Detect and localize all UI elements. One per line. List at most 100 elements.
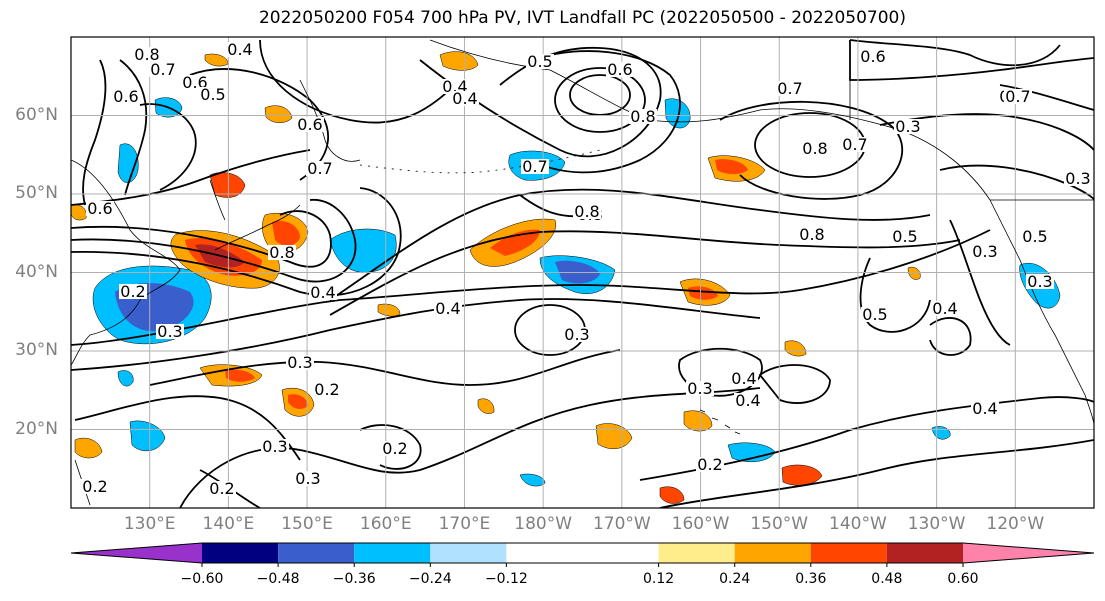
contour-line xyxy=(949,219,1011,346)
contour-line xyxy=(71,149,311,206)
contour-label: 0.6 xyxy=(87,199,112,218)
contour-label-bg xyxy=(573,204,601,219)
contour-line xyxy=(859,257,931,333)
contour-line xyxy=(419,46,662,158)
asia-coastline xyxy=(71,159,181,366)
contour-line xyxy=(849,40,1094,81)
contour-label-bg xyxy=(696,457,724,472)
contour-line xyxy=(82,59,107,206)
negative-anomaly-region xyxy=(117,143,139,183)
contour-label-bg xyxy=(801,141,829,156)
contour-label: 0.5 xyxy=(1022,227,1047,246)
contour-line xyxy=(71,199,357,283)
contour-label-bg xyxy=(309,285,337,300)
contour-label: 0.3 xyxy=(1027,272,1052,291)
contour-label-bg xyxy=(181,75,209,90)
latitude-label: 60°N xyxy=(15,104,58,125)
contour-label-bg xyxy=(434,301,462,316)
contour-label: 0.3 xyxy=(564,325,589,344)
contour-label: 0.7 xyxy=(522,157,547,176)
contour-label-bg xyxy=(294,471,322,486)
colorbar-tick-label: 0.12 xyxy=(643,571,675,587)
longitude-label: 160°W xyxy=(671,514,730,534)
positive-anomaly-region xyxy=(71,204,87,221)
colorbar-extend-low xyxy=(71,543,202,563)
map-title: 2022050200 F054 700 hPa PV, IVT Landfall… xyxy=(258,8,906,28)
colorbar-tick-label: −0.12 xyxy=(484,571,528,587)
contour-label: 0.3 xyxy=(295,469,320,488)
positive-anomaly-region xyxy=(659,486,685,504)
contour-line xyxy=(929,317,972,356)
colorbar-extend-high xyxy=(963,543,1094,563)
kamchatka-coastline xyxy=(299,79,361,162)
contour-label-bg xyxy=(798,227,826,242)
positive-anomaly-region xyxy=(264,105,293,123)
contour-label: 0.5 xyxy=(200,85,225,104)
contour-label: 0.6 xyxy=(860,47,885,66)
contour-label: 0.5 xyxy=(527,52,552,71)
aleutian-islands xyxy=(359,149,601,174)
positive-anomaly-region xyxy=(74,437,103,459)
colorbar-bin xyxy=(734,543,811,563)
contour-label-bg xyxy=(1004,89,1032,104)
contour-label-bg xyxy=(776,81,804,96)
colorbar-bin xyxy=(810,543,887,563)
contour-label-bg xyxy=(313,382,341,397)
contour-label-bg xyxy=(381,441,409,456)
contour-label: 0.7 xyxy=(777,79,802,98)
contour-label: 0.3 xyxy=(687,379,712,398)
colorbar-bin xyxy=(278,543,355,563)
contour-labels: 0.80.70.60.60.40.50.60.70.80.60.40.50.70… xyxy=(81,40,1092,498)
positive-anomaly-region xyxy=(907,266,921,280)
contour-label-bg xyxy=(119,284,147,299)
contour-label: 0.4 xyxy=(972,399,997,418)
contour-line xyxy=(879,113,1094,151)
longitude-label: 170°W xyxy=(592,514,651,534)
colorbar-tick-label: −0.60 xyxy=(180,571,224,587)
contour-label-bg xyxy=(841,137,869,152)
contour-label-bg xyxy=(971,244,999,259)
contour-label-bg xyxy=(208,481,236,496)
contour-line xyxy=(139,103,197,191)
contour-label-bg xyxy=(891,229,919,244)
contour-label-bg xyxy=(686,381,714,396)
contour-label-bg xyxy=(286,355,314,370)
contour-label: 0.2 xyxy=(382,439,407,458)
contour-label-bg xyxy=(861,307,889,322)
positive-anomaly-region xyxy=(477,398,495,414)
contour-label: 0.5 xyxy=(892,227,917,246)
contour-label: 0.2 xyxy=(82,477,107,496)
positive-anomaly-region xyxy=(377,303,401,317)
longitude-label: 170°E xyxy=(438,514,491,534)
contour-label: 0.7 xyxy=(1005,87,1030,106)
longitude-label: 130°W xyxy=(907,514,966,534)
longitude-label: 140°E xyxy=(202,514,255,534)
contour-label-bg xyxy=(296,117,324,132)
negative-anomaly-region xyxy=(664,98,691,129)
positive-anomaly-region xyxy=(490,229,540,256)
japan-coastline xyxy=(209,179,301,251)
colorbar-tick-label: −0.24 xyxy=(408,571,452,587)
contour-label: 0.3 xyxy=(287,353,312,372)
contour-line xyxy=(74,395,301,461)
contour-label: 0.8 xyxy=(799,225,824,244)
contour-line xyxy=(71,210,332,268)
longitude-label: 160°E xyxy=(359,514,412,534)
colorbar xyxy=(70,542,1095,567)
latitude-label: 50°N xyxy=(15,183,58,203)
contour-label: 0.6 xyxy=(297,115,322,134)
us-canada-border xyxy=(849,40,1094,201)
contour-label: 0.2 xyxy=(697,455,722,474)
contour-label-bg xyxy=(226,42,254,57)
contour-label-bg xyxy=(441,79,469,94)
contour-label-bg xyxy=(931,301,959,316)
contour-label: 0.8 xyxy=(574,202,599,221)
contour-label: 0.2 xyxy=(314,380,339,399)
colorbar-tick-label: −0.48 xyxy=(256,571,300,587)
contour-label: 0.3 xyxy=(157,322,182,341)
colorbar-bin xyxy=(506,543,659,563)
contour-line xyxy=(329,230,961,316)
contour-label-bg xyxy=(730,371,758,386)
contour-line xyxy=(849,39,1061,67)
contour-label-bg xyxy=(199,87,227,102)
